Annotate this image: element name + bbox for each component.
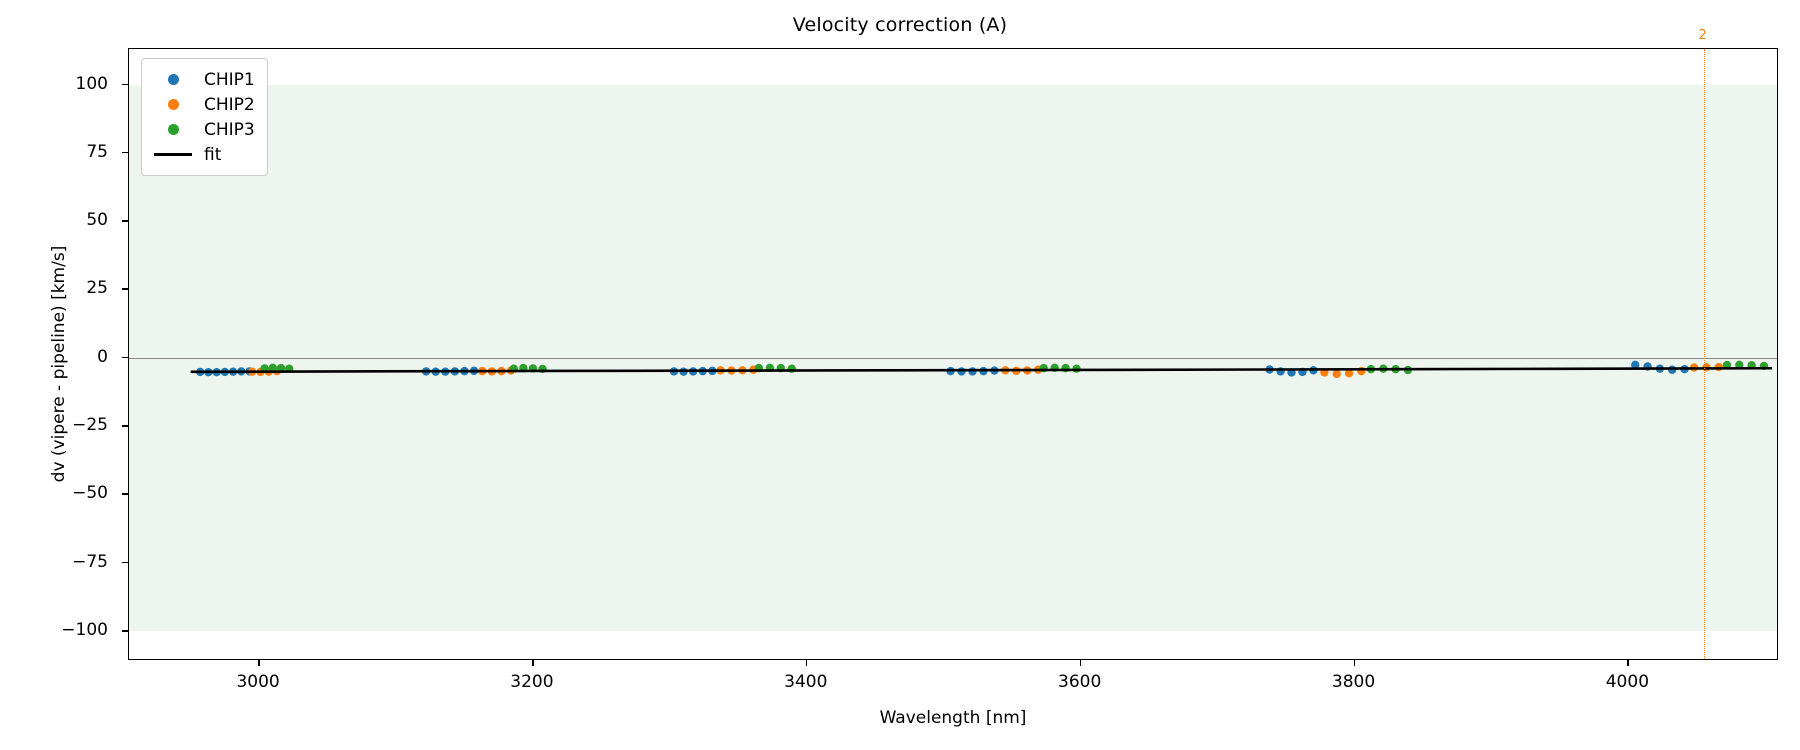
- y-tick-mark: [122, 220, 128, 222]
- x-tick-mark: [531, 660, 534, 666]
- y-tick-label: 75: [86, 141, 108, 162]
- x-tick-label: 3400: [784, 672, 828, 692]
- legend: CHIP1 CHIP2 CHIP3 fit: [141, 58, 268, 176]
- swatch: [167, 74, 179, 85]
- y-tick-mark: [122, 288, 128, 291]
- legend-dot-swatch: [152, 124, 194, 135]
- x-tick-label: 4000: [1605, 672, 1650, 692]
- data-point: [276, 363, 286, 373]
- plot-area: [128, 48, 1778, 660]
- legend-dot-swatch: [152, 74, 194, 85]
- y-tick-label: 50: [86, 210, 108, 231]
- x-tick-mark: [1079, 660, 1082, 666]
- swatch: [154, 153, 192, 156]
- y-tick-mark: [122, 493, 128, 495]
- data-point: [268, 363, 277, 373]
- data-point: [1332, 369, 1341, 379]
- annotation-label: 2: [1698, 28, 1707, 43]
- x-tick-label: 3200: [510, 672, 554, 692]
- legend-line-swatch: [152, 153, 194, 156]
- x-tick-label: 3000: [236, 672, 280, 692]
- x-tick-mark: [805, 660, 808, 666]
- y-tick-label: −100: [61, 619, 108, 640]
- legend-dot-swatch: [152, 99, 194, 110]
- legend-label: fit: [204, 144, 222, 165]
- legend-item-chip2[interactable]: CHIP2: [152, 92, 255, 117]
- x-tick-mark: [258, 660, 260, 666]
- y-tick-label: 100: [75, 73, 108, 94]
- x-tick-label: 3600: [1058, 672, 1102, 692]
- y-tick-mark: [122, 629, 128, 632]
- y-tick-mark: [122, 356, 128, 359]
- data-layer: [190, 360, 1773, 379]
- y-tick-mark: [122, 561, 128, 564]
- data-point: [1631, 360, 1640, 370]
- legend-item-fit[interactable]: fit: [152, 142, 255, 167]
- y-tick-label: −75: [72, 551, 108, 572]
- legend-label: CHIP3: [204, 119, 255, 140]
- x-tick-label: 3800: [1331, 672, 1376, 692]
- data-point: [1735, 360, 1744, 370]
- y-tick-mark: [122, 151, 128, 154]
- x-axis-label: Wavelength [nm]: [879, 708, 1027, 728]
- data-point: [1714, 362, 1723, 372]
- fit-line: [190, 366, 1773, 374]
- legend-label: CHIP1: [204, 69, 255, 90]
- y-tick-mark: [122, 425, 128, 427]
- zero-reference-line: [129, 357, 1777, 359]
- x-tick-mark: [1627, 660, 1629, 666]
- legend-item-chip3[interactable]: CHIP3: [152, 117, 255, 142]
- y-tick-label: −25: [72, 415, 108, 436]
- x-tick-mark: [1353, 660, 1356, 666]
- y-tick-label: −50: [72, 483, 108, 504]
- y-tick-label: 25: [86, 278, 108, 299]
- swatch: [167, 124, 179, 135]
- annotation-vline: [1703, 49, 1705, 659]
- legend-label: CHIP2: [204, 94, 255, 115]
- data-point: [1344, 369, 1354, 378]
- swatch: [167, 99, 179, 110]
- legend-item-chip1[interactable]: CHIP1: [152, 67, 255, 92]
- y-axis-label: dv (vipere - pipeline) [km/s]: [49, 245, 69, 483]
- y-tick-label: 0: [97, 346, 108, 367]
- y-tick-mark: [122, 83, 128, 86]
- page-title: Velocity correction (A): [792, 14, 1008, 36]
